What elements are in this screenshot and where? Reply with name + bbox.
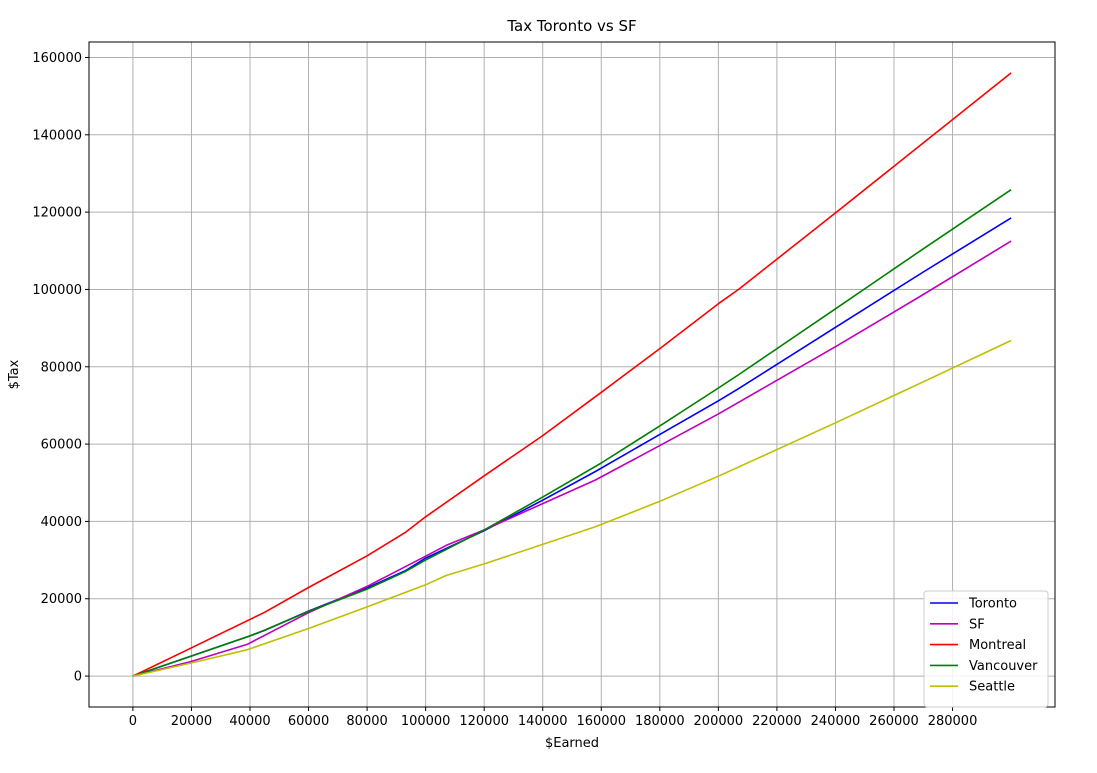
legend-label-vancouver: Vancouver — [969, 659, 1038, 674]
x-tick-label: 220000 — [752, 714, 802, 729]
legend-label-montreal: Montreal — [969, 638, 1026, 653]
x-tick-label: 40000 — [229, 714, 270, 729]
series-line-montreal — [132, 72, 1012, 677]
x-tick-label: 180000 — [635, 714, 685, 729]
x-tick-label: 260000 — [869, 714, 919, 729]
y-tick-label: 0 — [74, 670, 82, 685]
x-tick-label: 200000 — [694, 714, 744, 729]
legend-label-sf: SF — [969, 617, 985, 632]
grid-lines — [89, 42, 1055, 707]
y-tick-label: 100000 — [32, 283, 82, 298]
y-tick-label: 80000 — [41, 360, 82, 375]
legend-label-seattle: Seattle — [969, 680, 1015, 695]
series-line-toronto — [132, 217, 1012, 677]
x-tick-label: 0 — [129, 714, 137, 729]
x-tick-label: 100000 — [401, 714, 451, 729]
x-axis-label: $Earned — [545, 736, 599, 751]
y-tick-label: 60000 — [41, 438, 82, 453]
y-axis-label: $Tax — [7, 359, 22, 389]
plot-area-frame — [88, 41, 1056, 708]
series-line-vancouver — [132, 189, 1012, 677]
x-tick-label: 80000 — [346, 714, 387, 729]
series-line-seattle — [132, 339, 1012, 677]
series-lines — [132, 72, 1012, 677]
y-tick-label: 160000 — [32, 51, 82, 66]
x-tick-label: 160000 — [576, 714, 626, 729]
y-tick-label: 120000 — [32, 206, 82, 221]
x-tick-label: 20000 — [171, 714, 212, 729]
legend: Toronto SF Montreal Vancouver Seattle — [923, 590, 1049, 708]
y-tick-label: 20000 — [41, 592, 82, 607]
series-line-sf — [132, 240, 1012, 677]
x-tick-label: 60000 — [288, 714, 329, 729]
y-tick-label: 140000 — [32, 128, 82, 143]
legend-label-toronto: Toronto — [968, 597, 1017, 612]
y-tick-label: 40000 — [41, 515, 82, 530]
axis-ticks: 0 20000 40000 60000 80000 100000 120000 140000 1… — [32, 51, 977, 729]
x-tick-label: 280000 — [928, 714, 978, 729]
chart-title: Tax Toronto vs SF — [506, 17, 636, 35]
x-tick-label: 140000 — [518, 714, 568, 729]
x-tick-label: 120000 — [459, 714, 509, 729]
x-tick-label: 240000 — [811, 714, 861, 729]
legend-box — [923, 590, 1049, 708]
